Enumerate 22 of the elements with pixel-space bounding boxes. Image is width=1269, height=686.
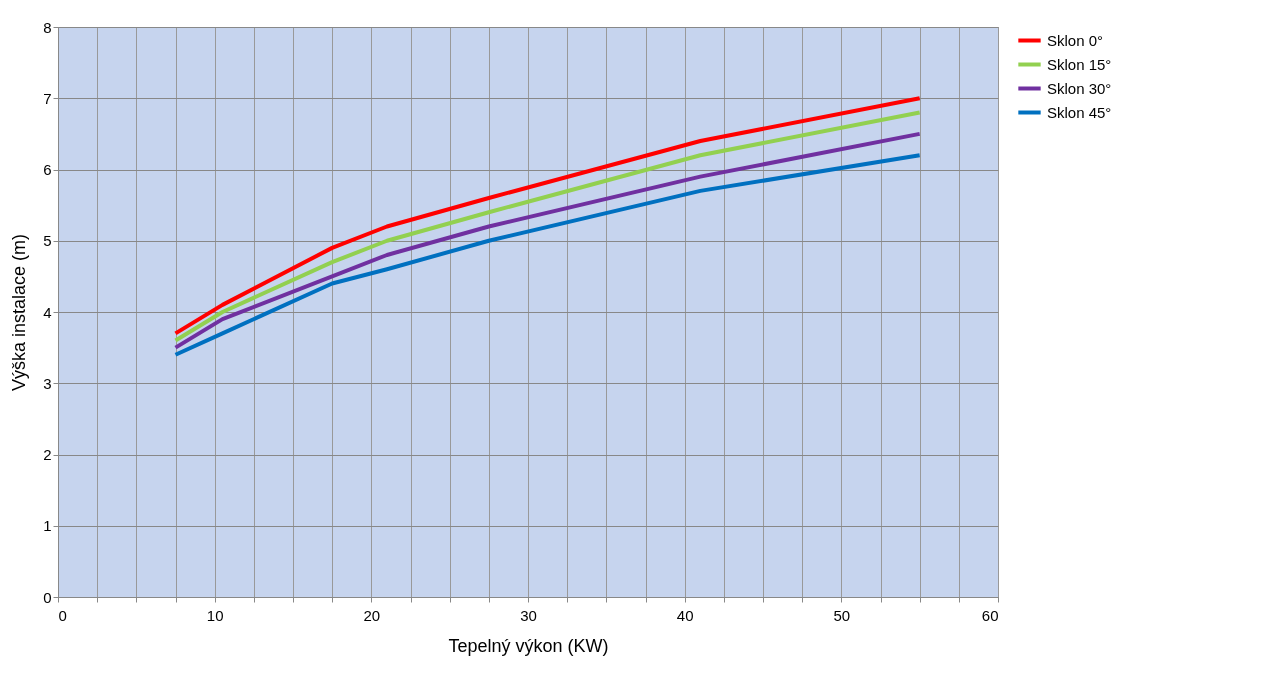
- y-tick-label: 0: [43, 588, 52, 606]
- legend-label: Sklon 15°: [1047, 55, 1112, 73]
- y-tick-label: 4: [43, 303, 52, 321]
- x-axis-title: Tepelný výkon (KW): [448, 635, 609, 656]
- x-tick-label: 30: [520, 606, 537, 624]
- y-tick-label: 7: [43, 89, 52, 107]
- x-tick-label: 60: [981, 606, 999, 624]
- legend-label: Sklon 0°: [1047, 31, 1104, 49]
- y-tick-label: 1: [43, 517, 52, 535]
- y-tick-label: 3: [43, 374, 52, 392]
- x-tick-label: 20: [363, 606, 381, 624]
- legend-label: Sklon 45°: [1047, 103, 1112, 121]
- x-tick-label: 40: [676, 606, 694, 624]
- y-tick-label: 2: [43, 446, 52, 463]
- legend-label: Sklon 30°: [1047, 79, 1112, 97]
- y-tick-label: 6: [43, 161, 52, 178]
- x-tick-label: 0: [58, 606, 67, 624]
- x-tick-label: 10: [206, 606, 224, 624]
- y-axis-title: Výška instalace (m): [9, 233, 30, 392]
- x-tick-label: 50: [833, 606, 851, 624]
- y-tick-label: 5: [43, 232, 52, 250]
- y-tick-label: 8: [43, 18, 52, 36]
